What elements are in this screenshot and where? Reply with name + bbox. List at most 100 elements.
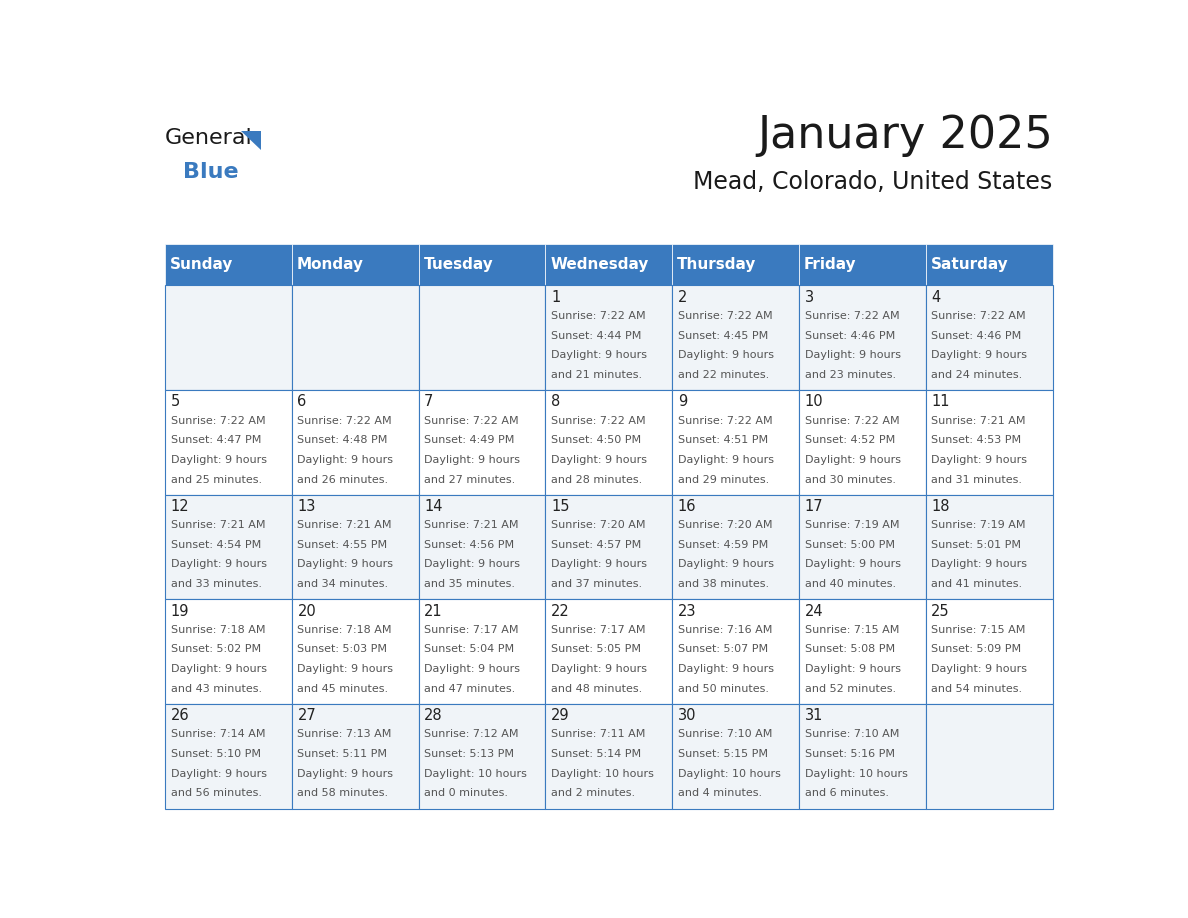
Text: and 21 minutes.: and 21 minutes. xyxy=(551,370,642,380)
Text: 4: 4 xyxy=(931,290,941,305)
Text: Sunrise: 7:22 AM: Sunrise: 7:22 AM xyxy=(297,416,392,426)
Text: Sunrise: 7:17 AM: Sunrise: 7:17 AM xyxy=(424,625,519,634)
FancyBboxPatch shape xyxy=(925,599,1053,704)
Text: Sunset: 4:49 PM: Sunset: 4:49 PM xyxy=(424,435,514,445)
Text: Daylight: 9 hours: Daylight: 9 hours xyxy=(297,768,393,778)
Text: Daylight: 9 hours: Daylight: 9 hours xyxy=(297,664,393,674)
Text: Sunrise: 7:21 AM: Sunrise: 7:21 AM xyxy=(171,521,265,530)
Text: and 6 minutes.: and 6 minutes. xyxy=(804,789,889,799)
Text: Daylight: 10 hours: Daylight: 10 hours xyxy=(804,768,908,778)
FancyBboxPatch shape xyxy=(292,599,418,704)
Text: Sunset: 5:02 PM: Sunset: 5:02 PM xyxy=(171,644,260,655)
Text: Daylight: 9 hours: Daylight: 9 hours xyxy=(297,454,393,465)
FancyBboxPatch shape xyxy=(672,599,800,704)
Text: Sunday: Sunday xyxy=(170,257,234,273)
Text: and 34 minutes.: and 34 minutes. xyxy=(297,579,388,589)
Text: and 23 minutes.: and 23 minutes. xyxy=(804,370,896,380)
FancyBboxPatch shape xyxy=(418,704,545,809)
Text: Sunrise: 7:18 AM: Sunrise: 7:18 AM xyxy=(297,625,392,634)
FancyBboxPatch shape xyxy=(292,244,418,285)
FancyBboxPatch shape xyxy=(672,244,800,285)
Text: and 30 minutes.: and 30 minutes. xyxy=(804,475,896,485)
Text: and 41 minutes.: and 41 minutes. xyxy=(931,579,1023,589)
Text: Sunrise: 7:22 AM: Sunrise: 7:22 AM xyxy=(931,311,1026,321)
Text: 17: 17 xyxy=(804,498,823,514)
Text: Sunset: 5:13 PM: Sunset: 5:13 PM xyxy=(424,749,514,759)
FancyBboxPatch shape xyxy=(165,390,292,495)
FancyBboxPatch shape xyxy=(545,599,672,704)
FancyBboxPatch shape xyxy=(165,599,292,704)
FancyBboxPatch shape xyxy=(672,495,800,599)
FancyBboxPatch shape xyxy=(925,704,1053,809)
Text: Sunset: 4:59 PM: Sunset: 4:59 PM xyxy=(678,540,767,550)
Text: 8: 8 xyxy=(551,395,561,409)
Text: Tuesday: Tuesday xyxy=(424,257,493,273)
FancyBboxPatch shape xyxy=(292,704,418,809)
FancyBboxPatch shape xyxy=(800,704,925,809)
Text: Sunrise: 7:19 AM: Sunrise: 7:19 AM xyxy=(931,521,1026,530)
FancyBboxPatch shape xyxy=(292,390,418,495)
Text: Sunrise: 7:21 AM: Sunrise: 7:21 AM xyxy=(424,521,519,530)
Text: Sunrise: 7:14 AM: Sunrise: 7:14 AM xyxy=(171,730,265,739)
Text: Sunset: 4:53 PM: Sunset: 4:53 PM xyxy=(931,435,1022,445)
Text: Sunrise: 7:15 AM: Sunrise: 7:15 AM xyxy=(804,625,899,634)
Text: 13: 13 xyxy=(297,498,316,514)
FancyBboxPatch shape xyxy=(800,599,925,704)
Text: Daylight: 9 hours: Daylight: 9 hours xyxy=(804,454,901,465)
Text: Monday: Monday xyxy=(297,257,364,273)
FancyBboxPatch shape xyxy=(672,285,800,390)
Text: 28: 28 xyxy=(424,708,443,723)
Text: Sunrise: 7:22 AM: Sunrise: 7:22 AM xyxy=(551,311,645,321)
FancyBboxPatch shape xyxy=(292,285,418,390)
Text: Daylight: 9 hours: Daylight: 9 hours xyxy=(804,664,901,674)
FancyBboxPatch shape xyxy=(800,285,925,390)
Text: Friday: Friday xyxy=(804,257,857,273)
Text: 6: 6 xyxy=(297,395,307,409)
FancyBboxPatch shape xyxy=(925,285,1053,390)
Text: and 45 minutes.: and 45 minutes. xyxy=(297,684,388,694)
Text: Saturday: Saturday xyxy=(931,257,1009,273)
Text: Daylight: 9 hours: Daylight: 9 hours xyxy=(678,454,773,465)
Text: Sunrise: 7:22 AM: Sunrise: 7:22 AM xyxy=(678,416,772,426)
Text: Sunset: 4:51 PM: Sunset: 4:51 PM xyxy=(678,435,767,445)
Text: Sunset: 4:48 PM: Sunset: 4:48 PM xyxy=(297,435,387,445)
Text: Sunset: 4:46 PM: Sunset: 4:46 PM xyxy=(804,330,895,341)
Text: 10: 10 xyxy=(804,395,823,409)
Text: Sunset: 5:05 PM: Sunset: 5:05 PM xyxy=(551,644,642,655)
Text: 5: 5 xyxy=(171,395,179,409)
Text: Daylight: 9 hours: Daylight: 9 hours xyxy=(678,664,773,674)
FancyBboxPatch shape xyxy=(545,244,672,285)
Text: and 24 minutes.: and 24 minutes. xyxy=(931,370,1023,380)
Text: Sunset: 5:04 PM: Sunset: 5:04 PM xyxy=(424,644,514,655)
Text: Daylight: 9 hours: Daylight: 9 hours xyxy=(551,351,647,360)
Text: 22: 22 xyxy=(551,603,570,619)
Text: and 0 minutes.: and 0 minutes. xyxy=(424,789,508,799)
Text: Daylight: 9 hours: Daylight: 9 hours xyxy=(931,664,1028,674)
Text: Daylight: 9 hours: Daylight: 9 hours xyxy=(804,559,901,569)
Text: Daylight: 10 hours: Daylight: 10 hours xyxy=(551,768,653,778)
Text: Mead, Colorado, United States: Mead, Colorado, United States xyxy=(694,170,1053,195)
Text: Daylight: 9 hours: Daylight: 9 hours xyxy=(931,351,1028,360)
Text: Sunrise: 7:13 AM: Sunrise: 7:13 AM xyxy=(297,730,392,739)
Text: Sunset: 5:08 PM: Sunset: 5:08 PM xyxy=(804,644,895,655)
Text: 7: 7 xyxy=(424,395,434,409)
FancyBboxPatch shape xyxy=(292,495,418,599)
Polygon shape xyxy=(240,130,261,151)
Text: Sunset: 4:46 PM: Sunset: 4:46 PM xyxy=(931,330,1022,341)
Text: and 50 minutes.: and 50 minutes. xyxy=(678,684,769,694)
Text: Sunset: 5:10 PM: Sunset: 5:10 PM xyxy=(171,749,260,759)
FancyBboxPatch shape xyxy=(800,495,925,599)
Text: Daylight: 9 hours: Daylight: 9 hours xyxy=(171,664,266,674)
Text: and 26 minutes.: and 26 minutes. xyxy=(297,475,388,485)
Text: 23: 23 xyxy=(678,603,696,619)
FancyBboxPatch shape xyxy=(672,704,800,809)
Text: Sunset: 4:55 PM: Sunset: 4:55 PM xyxy=(297,540,387,550)
Text: Sunset: 5:01 PM: Sunset: 5:01 PM xyxy=(931,540,1022,550)
Text: Daylight: 9 hours: Daylight: 9 hours xyxy=(931,559,1028,569)
Text: and 35 minutes.: and 35 minutes. xyxy=(424,579,516,589)
Text: 2: 2 xyxy=(678,290,687,305)
Text: and 47 minutes.: and 47 minutes. xyxy=(424,684,516,694)
Text: Sunset: 5:07 PM: Sunset: 5:07 PM xyxy=(678,644,767,655)
Text: Daylight: 9 hours: Daylight: 9 hours xyxy=(171,559,266,569)
Text: Sunset: 5:14 PM: Sunset: 5:14 PM xyxy=(551,749,642,759)
